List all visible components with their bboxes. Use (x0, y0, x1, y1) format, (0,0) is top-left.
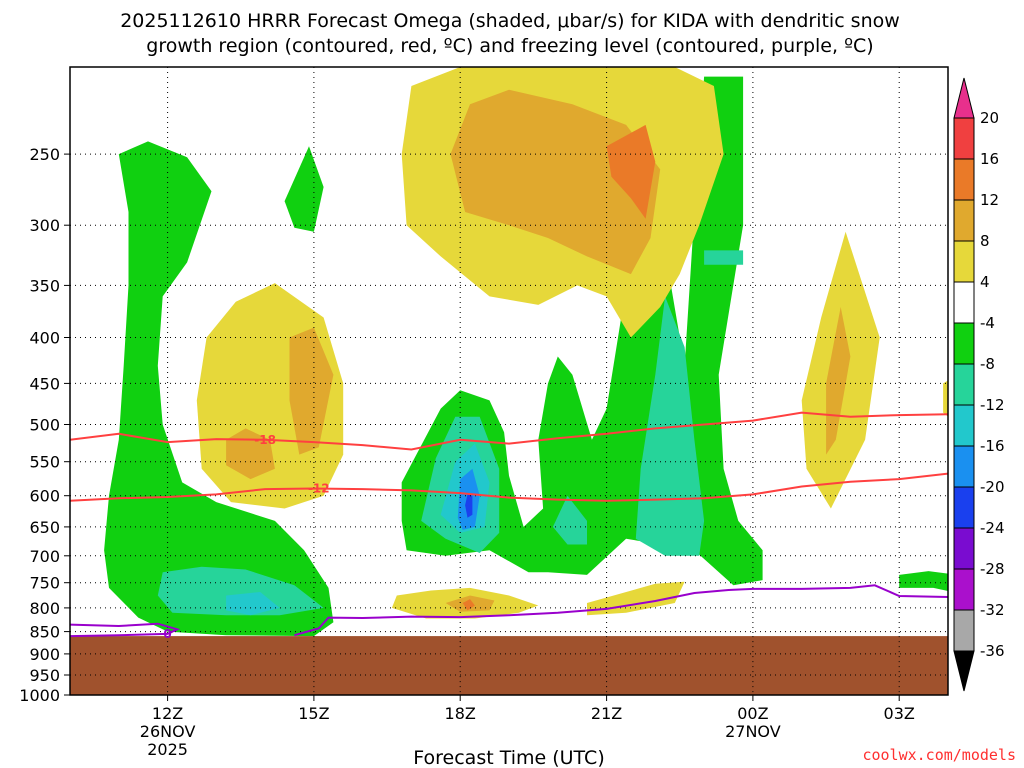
omega-region (289, 327, 334, 455)
contour-line (294, 584, 948, 637)
omega-region (450, 89, 661, 275)
contour-line (70, 411, 948, 451)
y-tick-label: 950 (29, 666, 60, 685)
omega-region (226, 592, 280, 616)
chart-title-line1: 2025112610 HRRR Forecast Omega (shaded, … (120, 10, 900, 32)
colorbar-label: -32 (980, 601, 1005, 619)
contours: -18 -12 0 (70, 411, 948, 641)
omega-region (635, 296, 705, 556)
colorbar-bin (953, 281, 975, 324)
ground-mask (70, 636, 948, 696)
colorbar-bin (953, 609, 975, 652)
contour-label: 0 (163, 627, 171, 641)
chart-title-line2: growth region (contoured, red, ºC) and f… (146, 35, 873, 57)
y-tick-label: 700 (29, 547, 60, 566)
colorbar-bin (953, 363, 975, 406)
y-tick-label: 900 (29, 645, 60, 664)
omega-shading (104, 67, 948, 637)
colorbar-label: -36 (980, 642, 1005, 660)
colorbar-bin (953, 117, 975, 160)
x-tick-sublabel: 27NOV (725, 722, 781, 741)
omega-region (587, 581, 685, 616)
colorbar-label: -24 (980, 519, 1005, 537)
omega-region (104, 141, 334, 637)
y-tick-label: 850 (29, 623, 60, 642)
y-tick-label: 300 (29, 216, 60, 235)
colorbar-bin (953, 445, 975, 488)
y-tick-label: 550 (29, 453, 60, 472)
colorbar-label: -16 (980, 437, 1005, 455)
y-tick-label: 350 (29, 276, 60, 295)
colorbar-bin (953, 240, 975, 283)
colorbar-bin (953, 77, 975, 119)
colorbar-label: 4 (980, 273, 990, 291)
colorbar-bin (953, 650, 975, 692)
omega-region (552, 495, 587, 545)
x-tick-label: 21Z (591, 704, 622, 723)
colorbar-label: 8 (980, 232, 990, 250)
colorbar-bin (953, 158, 975, 201)
omega-region (826, 307, 851, 455)
omega-region (157, 566, 324, 616)
omega-region (704, 250, 744, 265)
y-tick-label: 650 (29, 518, 60, 537)
y-tick-label: 450 (29, 374, 60, 393)
plot-frame (69, 66, 949, 696)
colorbar-label: -8 (980, 355, 995, 373)
colorbar-label: 12 (980, 191, 999, 209)
x-tick-sublabel: 2025 (147, 740, 188, 759)
colorbar-bin (953, 486, 975, 529)
x-axis-title: Forecast Time (UTC) (413, 747, 604, 768)
colorbar-label: -4 (980, 314, 995, 332)
x-tick-label: 18Z (445, 704, 476, 723)
x-tick-label: 03Z (884, 704, 915, 723)
colorbar-label: 20 (980, 109, 999, 127)
contour-label: -12 (308, 482, 330, 496)
x-tick-label: 12Z (152, 704, 183, 723)
credit-text: coolwx.com/models (862, 746, 1016, 764)
colorbar-bin (953, 527, 975, 570)
omega-region (899, 571, 948, 591)
colorbar: 20 16 12 8 4 -4 -8 -12 -16 -20 -24 -28 -32 -36 (953, 77, 1005, 692)
contour-label: -18 (254, 433, 276, 447)
x-tick-sublabel: 26NOV (140, 722, 196, 741)
colorbar-bin (953, 568, 975, 611)
colorbar-bin (953, 322, 975, 365)
colorbar-bin (953, 199, 975, 242)
x-tick-label: 15Z (298, 704, 329, 723)
colorbar-label: 16 (980, 150, 999, 168)
y-tick-label: 1000 (19, 686, 60, 705)
y-axis: 250 300 350 400 450 500 550 600 650 700 750 800 850 9… (19, 145, 70, 705)
omega-region (226, 428, 275, 480)
omega-region (284, 146, 324, 232)
colorbar-label: -28 (980, 560, 1005, 578)
colorbar-label: -12 (980, 396, 1005, 414)
y-tick-label: 600 (29, 487, 60, 506)
y-tick-label: 800 (29, 599, 60, 618)
omega-region (606, 124, 656, 219)
contour-line (70, 472, 948, 502)
omega-region (943, 380, 948, 417)
y-tick-label: 400 (29, 329, 60, 348)
x-tick-label: 00Z (737, 704, 768, 723)
y-tick-label: 500 (29, 416, 60, 435)
colorbar-label: -20 (980, 478, 1005, 496)
omega-region (465, 494, 473, 518)
y-tick-label: 750 (29, 574, 60, 593)
y-tick-label: 250 (29, 145, 60, 164)
ground-region (70, 636, 948, 695)
colorbar-bin (953, 404, 975, 447)
contour-line (70, 622, 181, 638)
